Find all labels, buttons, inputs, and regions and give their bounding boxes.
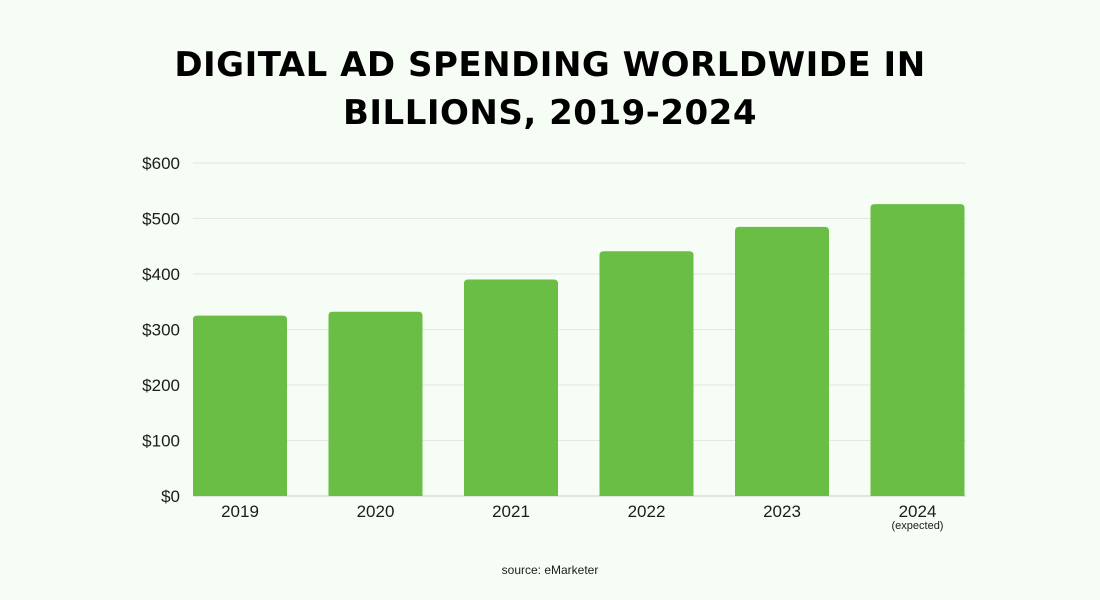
- x-tick-label: 2022: [628, 502, 666, 521]
- grid: [193, 162, 966, 497]
- y-tick-label: $0: [161, 487, 180, 506]
- y-tick-label: $200: [142, 376, 180, 395]
- chart-title: DIGITAL AD SPENDING WORLDWIDE IN BILLION…: [174, 45, 925, 133]
- x-tick-label: 2023: [763, 502, 801, 521]
- y-tick-label: $100: [142, 432, 180, 451]
- y-tick-label: $400: [142, 265, 180, 284]
- bar-2020: [328, 311, 423, 496]
- chart-title-line-2: BILLIONS, 2019-2024: [343, 93, 757, 133]
- bar-2019: [193, 315, 287, 496]
- x-tick-note: (expected): [892, 520, 944, 532]
- x-tick-label: 2024: [899, 502, 937, 521]
- x-tick-label: 2021: [492, 502, 530, 521]
- chart-title-line-1: DIGITAL AD SPENDING WORLDWIDE IN: [174, 45, 925, 85]
- y-tick-label: $600: [142, 154, 180, 173]
- source-note: source: eMarketer: [502, 563, 599, 577]
- bars: [193, 204, 965, 496]
- bar-2024: [870, 204, 965, 496]
- x-tick-label: 2019: [221, 502, 259, 521]
- x-axis-ticks: 2019 2020 2021 2022 2023 2024(expected): [221, 502, 943, 532]
- bar-2022: [599, 251, 694, 496]
- y-tick-label: $500: [142, 210, 180, 229]
- y-axis-ticks: $0 $100 $200 $300 $400 $500 $600: [142, 154, 180, 506]
- x-tick-label: 2020: [357, 502, 395, 521]
- bar-2023: [735, 226, 829, 496]
- y-tick-label: $300: [142, 321, 180, 340]
- bar-2021: [464, 279, 558, 496]
